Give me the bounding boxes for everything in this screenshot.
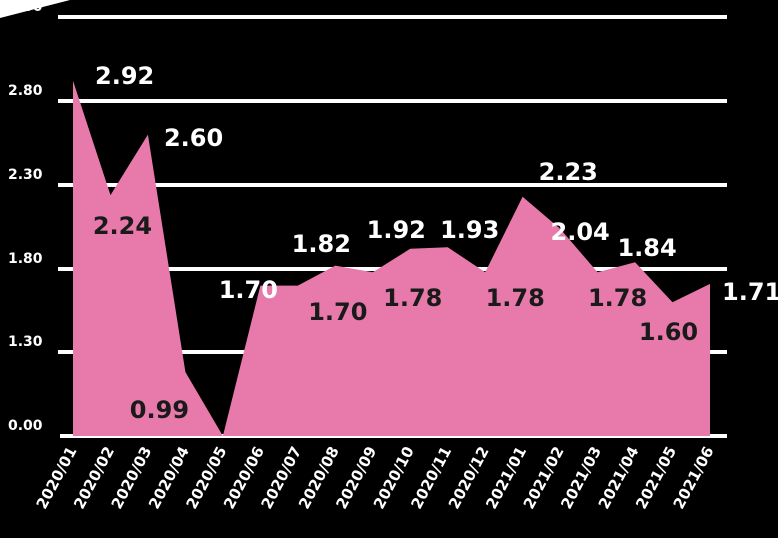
data-label: 1.70 bbox=[308, 298, 367, 326]
data-label: 2.24 bbox=[93, 212, 152, 240]
y-tick-label: 1.80 bbox=[8, 251, 43, 267]
y-tick-label: 2.30 bbox=[8, 167, 43, 183]
data-label: 1.71 bbox=[722, 278, 778, 306]
data-label: 1.84 bbox=[617, 234, 676, 262]
data-label: 1.92 bbox=[367, 216, 426, 244]
data-label: 1.78 bbox=[588, 284, 647, 312]
data-label: 2.60 bbox=[164, 124, 223, 152]
y-tick-label: 2.80 bbox=[8, 83, 43, 99]
y-tick-label: 1.30 bbox=[8, 334, 43, 350]
data-label: 1.82 bbox=[292, 230, 351, 258]
data-label: 2.23 bbox=[539, 158, 598, 186]
area-series bbox=[73, 80, 710, 437]
data-label: 0.99 bbox=[130, 396, 189, 424]
y-tick-label: 3.30 bbox=[8, 0, 43, 15]
data-label: 1.70 bbox=[219, 276, 278, 304]
data-label: 1.78 bbox=[383, 284, 442, 312]
data-label: 2.92 bbox=[95, 62, 154, 90]
data-label: 1.78 bbox=[486, 284, 545, 312]
data-labels: 2.92 2.24 2.60 0.99 1.70 1.70 1.82 1.78 1.92 1.93… bbox=[93, 62, 778, 424]
y-axis-ticks: 0.00 1.30 1.80 2.30 2.80 3.30 bbox=[8, 0, 43, 434]
data-label: 2.04 bbox=[551, 218, 610, 246]
data-label: 1.60 bbox=[639, 318, 698, 346]
data-label: 1.93 bbox=[440, 216, 499, 244]
y-tick-label: 0.00 bbox=[8, 418, 43, 434]
